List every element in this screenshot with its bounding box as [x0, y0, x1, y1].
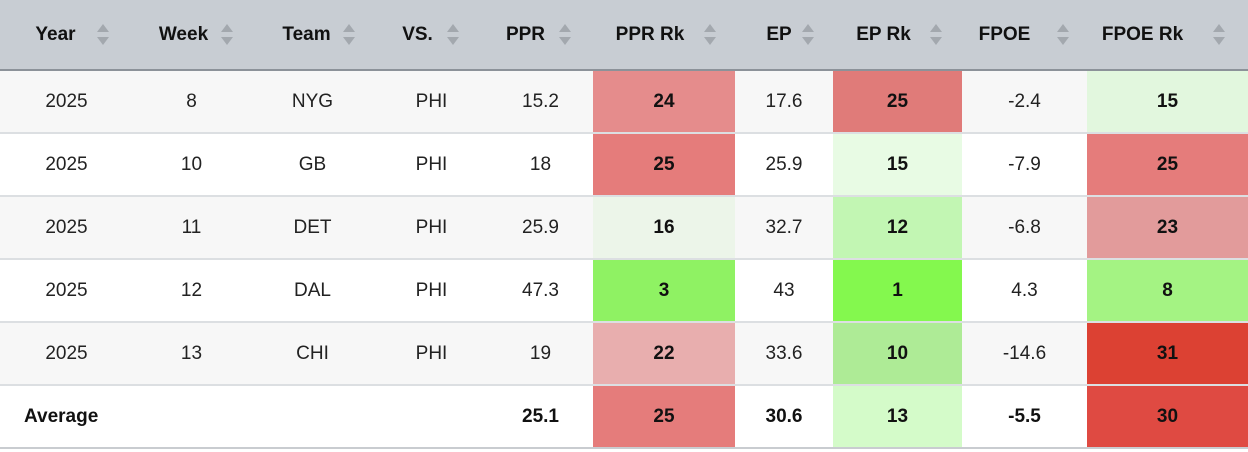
cell-ep-rk: 15	[833, 133, 962, 197]
cell-vs: PHI	[375, 322, 488, 386]
cell-year: 2025	[0, 70, 133, 134]
average-fpoe: -5.5	[962, 385, 1087, 449]
column-header-label: FPOE	[978, 23, 1031, 45]
cell-year: 2025	[0, 133, 133, 197]
sort-arrows-icon[interactable]	[559, 24, 571, 48]
cell-vs: PHI	[375, 259, 488, 323]
table-row[interactable]: 2025 12 DAL PHI 47.3 3 43 1 4.3 8	[0, 259, 1248, 323]
average-ppr: 25.1	[488, 385, 593, 449]
column-header-fpoe[interactable]: FPOE	[962, 0, 1087, 71]
cell-fpoe: -2.4	[962, 70, 1087, 134]
cell-week: 10	[133, 133, 250, 197]
cell-year: 2025	[0, 322, 133, 386]
column-header-label: Year	[35, 23, 76, 45]
cell-ep-rk: 1	[833, 259, 962, 323]
sort-arrows-icon[interactable]	[1057, 24, 1069, 48]
column-header-team[interactable]: Team	[250, 0, 375, 71]
cell-ep: 43	[735, 259, 833, 323]
cell-ep: 33.6	[735, 322, 833, 386]
cell-fpoe-rk: 25	[1087, 133, 1248, 197]
cell-ep: 25.9	[735, 133, 833, 197]
cell-ep: 32.7	[735, 196, 833, 260]
cell-ep-rk: 10	[833, 322, 962, 386]
cell-ep: 17.6	[735, 70, 833, 134]
cell-year: 2025	[0, 196, 133, 260]
cell-ppr: 25.9	[488, 196, 593, 260]
cell-team: GB	[250, 133, 375, 197]
column-header-label: PPR Rk	[615, 23, 685, 45]
header-row: Year Week Team VS. PPR PPR Rk EP EP Rk FPOE FPOE …	[0, 0, 1248, 71]
sort-arrows-icon[interactable]	[97, 24, 109, 48]
cell-ppr: 15.2	[488, 70, 593, 134]
column-header-week[interactable]: Week	[133, 0, 250, 71]
average-fpoe-rk: 30	[1087, 385, 1248, 449]
cell-team: DAL	[250, 259, 375, 323]
average-label: Average	[0, 385, 133, 449]
column-header-fpoe-rk[interactable]: FPOE Rk	[1087, 0, 1248, 71]
cell-year: 2025	[0, 259, 133, 323]
cell-ppr-rk: 3	[593, 259, 735, 323]
cell-fpoe-rk: 15	[1087, 70, 1248, 134]
cell-week: 13	[133, 322, 250, 386]
cell-ppr-rk: 16	[593, 196, 735, 260]
column-header-ppr-rk[interactable]: PPR Rk	[593, 0, 735, 71]
cell-ppr: 19	[488, 322, 593, 386]
cell-team: NYG	[250, 70, 375, 134]
cell-vs: PHI	[375, 70, 488, 134]
cell-team-empty	[250, 385, 375, 449]
sort-arrows-icon[interactable]	[802, 24, 814, 48]
table-row[interactable]: 2025 11 DET PHI 25.9 16 32.7 12 -6.8 23	[0, 196, 1248, 260]
sort-arrows-icon[interactable]	[221, 24, 233, 48]
cell-ppr: 18	[488, 133, 593, 197]
cell-fpoe: 4.3	[962, 259, 1087, 323]
cell-vs-empty	[375, 385, 488, 449]
average-ppr-rk: 25	[593, 385, 735, 449]
sort-arrows-icon[interactable]	[1213, 24, 1225, 48]
column-header-ep[interactable]: EP	[735, 0, 833, 71]
column-header-label: VS.	[402, 23, 433, 45]
cell-fpoe-rk: 8	[1087, 259, 1248, 323]
cell-fpoe-rk: 31	[1087, 322, 1248, 386]
cell-ppr-rk: 25	[593, 133, 735, 197]
sort-arrows-icon[interactable]	[930, 24, 942, 48]
average-row: Average 25.1 25 30.6 13 -5.5 30	[0, 385, 1248, 449]
column-header-ep-rk[interactable]: EP Rk	[833, 0, 962, 71]
sort-arrows-icon[interactable]	[447, 24, 459, 48]
column-header-label: Week	[158, 23, 209, 45]
column-header-label: EP Rk	[856, 23, 911, 45]
cell-fpoe: -7.9	[962, 133, 1087, 197]
table-row[interactable]: 2025 13 CHI PHI 19 22 33.6 10 -14.6 31	[0, 322, 1248, 386]
cell-fpoe: -14.6	[962, 322, 1087, 386]
column-header-label: PPR	[505, 23, 546, 45]
cell-vs: PHI	[375, 133, 488, 197]
cell-week: 12	[133, 259, 250, 323]
cell-team: DET	[250, 196, 375, 260]
table-body: 2025 8 NYG PHI 15.2 24 17.6 25 -2.4 15 2025 10 GB PHI…	[0, 70, 1248, 449]
sort-arrows-icon[interactable]	[343, 24, 355, 48]
cell-fpoe-rk: 23	[1087, 196, 1248, 260]
sort-arrows-icon[interactable]	[704, 24, 716, 48]
column-header-year[interactable]: Year	[0, 0, 133, 71]
cell-week: 11	[133, 196, 250, 260]
cell-ppr-rk: 24	[593, 70, 735, 134]
cell-team: CHI	[250, 322, 375, 386]
cell-ppr-rk: 22	[593, 322, 735, 386]
column-header-ppr[interactable]: PPR	[488, 0, 593, 71]
column-header-label: Team	[282, 23, 331, 45]
column-header-vs[interactable]: VS.	[375, 0, 488, 71]
column-header-label: FPOE Rk	[1101, 23, 1184, 45]
cell-vs: PHI	[375, 196, 488, 260]
cell-ppr: 47.3	[488, 259, 593, 323]
table-row[interactable]: 2025 10 GB PHI 18 25 25.9 15 -7.9 25	[0, 133, 1248, 197]
average-ep: 30.6	[735, 385, 833, 449]
cell-ep-rk: 12	[833, 196, 962, 260]
column-header-label: EP	[766, 23, 792, 45]
cell-ep-rk: 25	[833, 70, 962, 134]
cell-week: 8	[133, 70, 250, 134]
cell-week-empty	[133, 385, 250, 449]
table-row[interactable]: 2025 8 NYG PHI 15.2 24 17.6 25 -2.4 15	[0, 70, 1248, 134]
average-ep-rk: 13	[833, 385, 962, 449]
cell-fpoe: -6.8	[962, 196, 1087, 260]
